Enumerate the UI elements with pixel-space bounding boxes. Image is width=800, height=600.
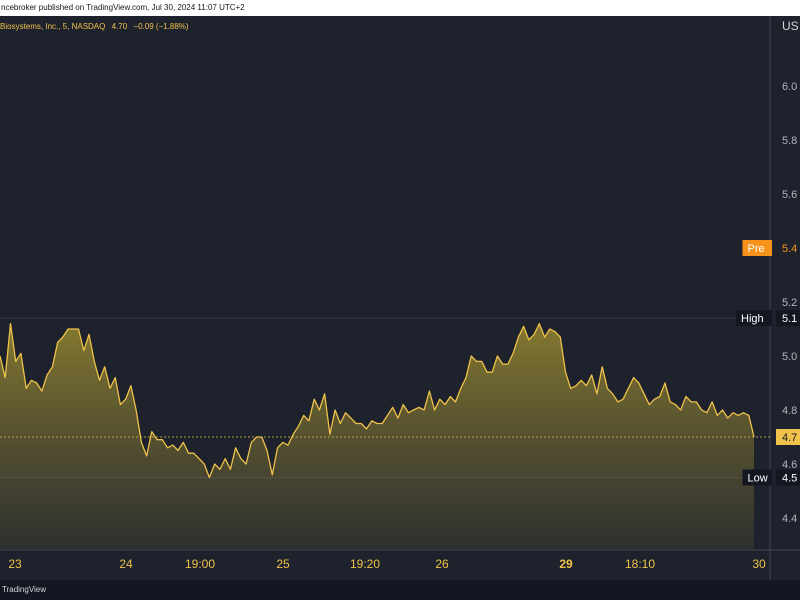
footer-bar: TradingView (0, 580, 800, 600)
last-badge-value-bg (776, 429, 800, 445)
x-tick-label: 19:20 (350, 557, 380, 571)
symbol-legend: Biosystems, Inc., 5, NASDAQ 4.70 −0.09 (… (0, 22, 193, 31)
x-tick-label: 24 (119, 557, 133, 571)
pre-badge-value: 5.4 (782, 243, 797, 255)
pre-badge-label: Pre (748, 243, 765, 255)
x-tick-label: 29 (559, 557, 573, 571)
x-tick-label: 23 (8, 557, 22, 571)
y-tick-label: 4.4 (782, 513, 797, 525)
price-change: −0.09 (−1.88%) (133, 22, 189, 31)
last-badge-value: 4.7 (782, 432, 797, 444)
y-tick-label: 4.8 (782, 405, 797, 417)
y-tick-label: 5.0 (782, 351, 797, 363)
y-tick-label: 6.0 (782, 81, 797, 93)
x-tick-label: 30 (752, 557, 766, 571)
low-badge-value-bg (776, 469, 800, 486)
price-line (0, 322, 755, 479)
x-tick-label: 18:10 (625, 557, 655, 571)
publisher-bar: ncebroker published on TradingView.com, … (0, 0, 800, 16)
x-tick-label: 26 (435, 557, 449, 571)
low-badge-label-bg (742, 469, 772, 486)
y-tick-label: 5.8 (782, 135, 797, 147)
low-badge-label: Low (748, 473, 768, 485)
high-badge-value: 5.1 (782, 313, 797, 325)
pre-badge-label-bg (742, 240, 772, 256)
x-tick-label: 19:00 (185, 557, 215, 571)
y-tick-label: 4.6 (782, 459, 797, 471)
x-tick-label: 25 (276, 557, 290, 571)
tradingview-logo[interactable]: TradingView (2, 585, 47, 594)
price-axis-panel (770, 16, 800, 580)
y-tick-label: 5.6 (782, 189, 797, 201)
low-badge-value: 4.5 (782, 473, 797, 485)
high-badge-label-bg (736, 310, 772, 327)
price-chart[interactable]: US 6.0 5.8 5.6 5.2 5.0 4.8 4.6 4.4 Pre 5.4 High 5.1 4… (0, 16, 800, 580)
publisher-text: ncebroker published on TradingView.com, … (1, 3, 245, 12)
high-badge-value-bg (776, 310, 800, 327)
high-badge-label: High (741, 313, 764, 325)
pre-badge-value-bg (776, 240, 800, 256)
last-price: 4.70 (111, 22, 128, 31)
currency-label: US (782, 19, 799, 33)
y-tick-label: 5.2 (782, 297, 797, 309)
symbol-name: Biosystems, Inc., 5, NASDAQ (0, 22, 106, 31)
